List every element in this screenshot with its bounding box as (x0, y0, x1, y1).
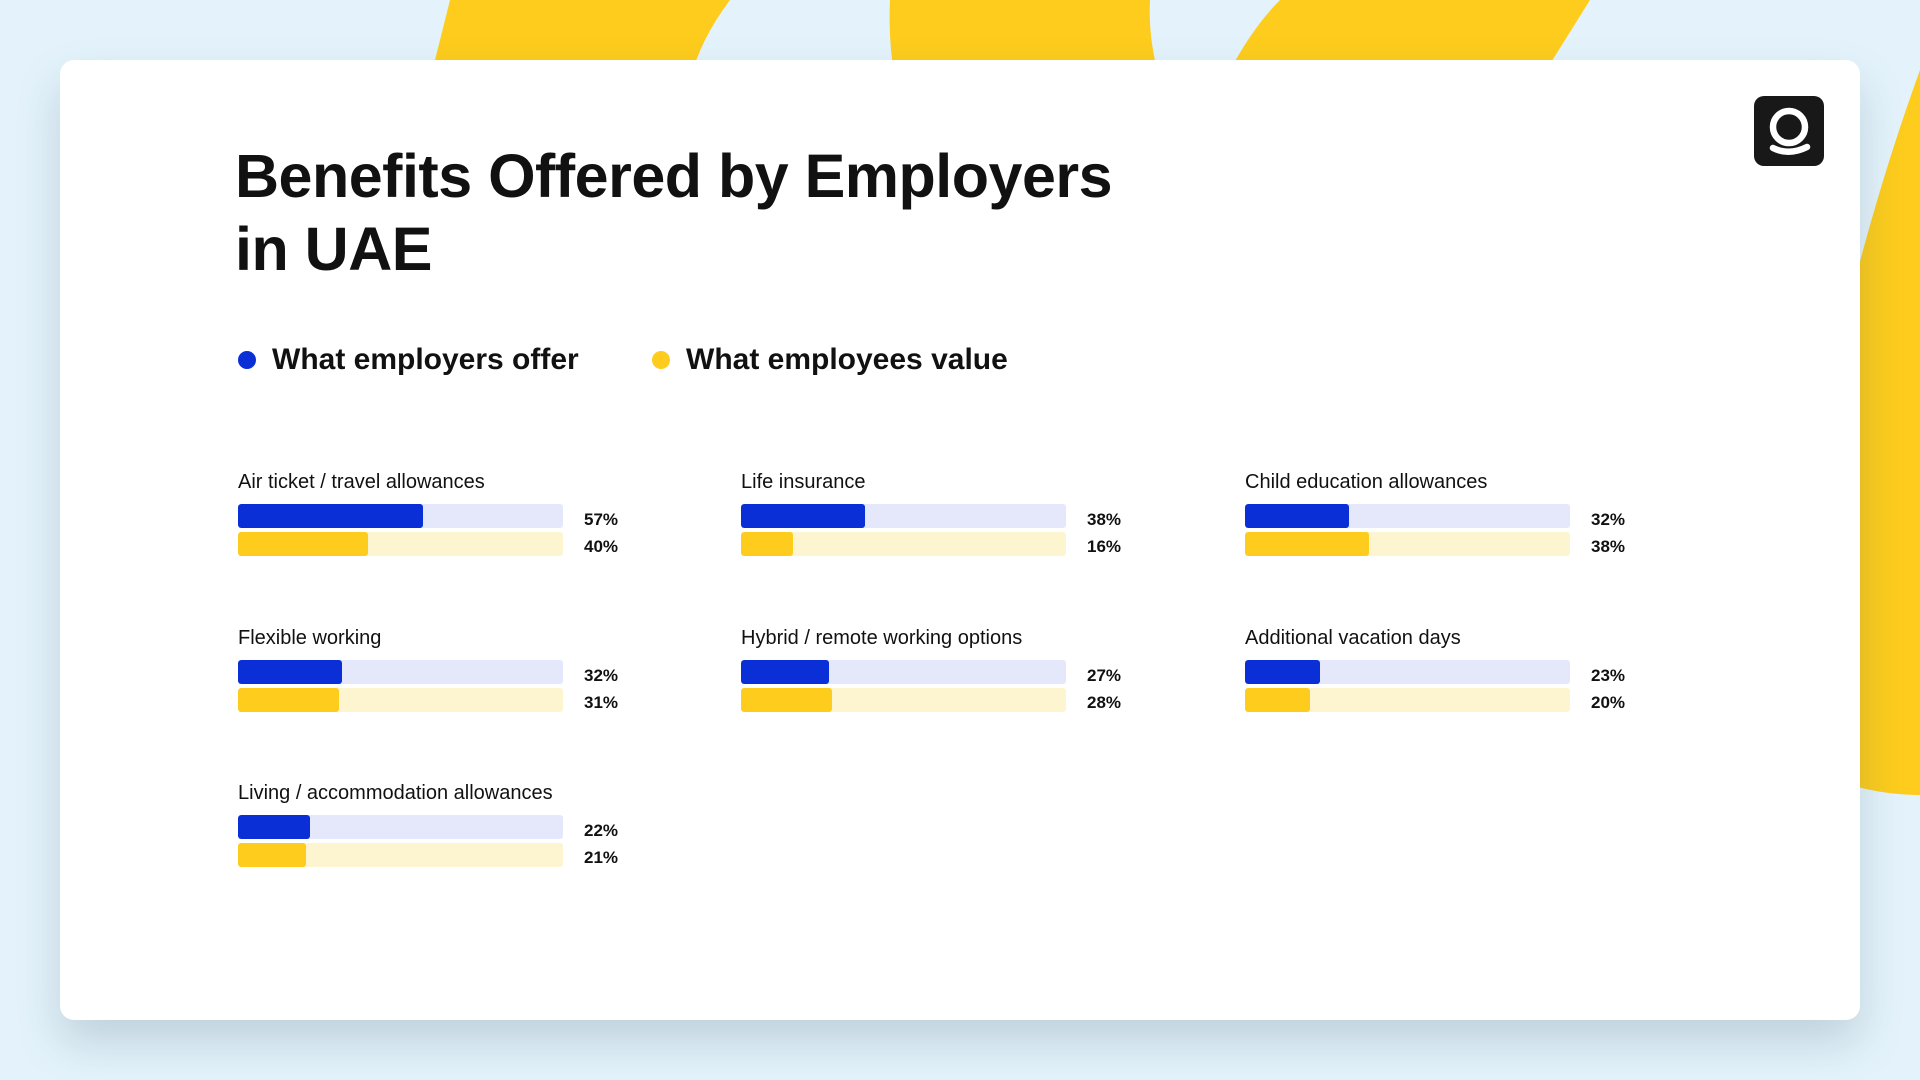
value-label-value: 20% (1591, 693, 1626, 712)
bar-track-offer (1245, 660, 1570, 684)
value-label-offer: 27% (1087, 666, 1122, 685)
bar-track-offer (741, 660, 1066, 684)
bar-value (238, 843, 306, 867)
category-label: Additional vacation days (1245, 627, 1461, 649)
value-label-value: 38% (1591, 537, 1626, 556)
bar-track-offer (238, 815, 563, 839)
q-logo-icon[interactable] (1754, 96, 1824, 166)
category-label: Flexible working (238, 627, 382, 649)
bar-panel: Additional vacation days 23% 20% (1245, 626, 1665, 736)
bar-track-value (741, 532, 1066, 556)
bar-offer (238, 815, 310, 839)
bar-track-offer (238, 504, 563, 528)
bar-offer (741, 504, 865, 528)
bar-track-value (741, 688, 1066, 712)
bar-value (741, 688, 832, 712)
bar-offer (238, 504, 423, 528)
bar-track-offer (238, 660, 563, 684)
bar-track-value (238, 688, 563, 712)
value-label-offer: 57% (584, 510, 619, 529)
bar-track-value (238, 843, 563, 867)
value-label-offer: 22% (584, 821, 619, 840)
bar-track-offer (1245, 504, 1570, 528)
value-label-offer: 32% (1591, 510, 1626, 529)
category-label: Air ticket / travel allowances (238, 471, 485, 493)
legend-item-offer: What employers offer (238, 342, 579, 378)
bar-offer (1245, 660, 1320, 684)
value-label-offer: 38% (1087, 510, 1122, 529)
bar-offer (238, 660, 342, 684)
bar-offer (1245, 504, 1349, 528)
category-label: Living / accommodation allowances (238, 782, 553, 804)
bar-value (1245, 532, 1369, 556)
category-label: Life insurance (741, 471, 866, 493)
bar-offer (741, 660, 829, 684)
yellow-shape-edge (1850, 70, 1920, 795)
bar-track-value (1245, 688, 1570, 712)
value-label-offer: 32% (584, 666, 619, 685)
bar-panel: Child education allowances 32% 38% (1245, 470, 1665, 580)
value-label-value: 21% (584, 848, 619, 867)
legend-dot-value (652, 351, 670, 369)
bar-panel: Life insurance 38% 16% (741, 470, 1161, 580)
bar-value (741, 532, 793, 556)
category-label: Child education allowances (1245, 471, 1488, 493)
category-label: Hybrid / remote working options (741, 627, 1023, 649)
legend-dot-offer (238, 351, 256, 369)
value-label-value: 40% (584, 537, 619, 556)
legend-label-value: What employees value (686, 343, 1008, 376)
legend-label-offer: What employers offer (272, 343, 579, 376)
value-label-value: 31% (584, 693, 619, 712)
bar-value (1245, 688, 1310, 712)
chart-title: Benefits Offered by Employers in UAE (235, 142, 1113, 283)
bar-panel: Living / accommodation allowances 22% 21% (238, 781, 658, 891)
bar-panel: Flexible working 32% 31% (238, 626, 658, 736)
bar-value (238, 688, 339, 712)
bar-panel: Air ticket / travel allowances 57% 40% (238, 470, 658, 580)
value-label-offer: 23% (1591, 666, 1626, 685)
bar-track-offer (741, 504, 1066, 528)
chart-card: Benefits Offered by Employers in UAE Wha… (60, 60, 1860, 1020)
bar-panel: Hybrid / remote working options 27% 28% (741, 626, 1161, 736)
legend-item-value: What employees value (652, 342, 1008, 378)
value-label-value: 16% (1087, 537, 1122, 556)
value-label-value: 28% (1087, 693, 1122, 712)
bar-track-value (1245, 532, 1570, 556)
bar-value (238, 532, 368, 556)
bar-track-value (238, 532, 563, 556)
